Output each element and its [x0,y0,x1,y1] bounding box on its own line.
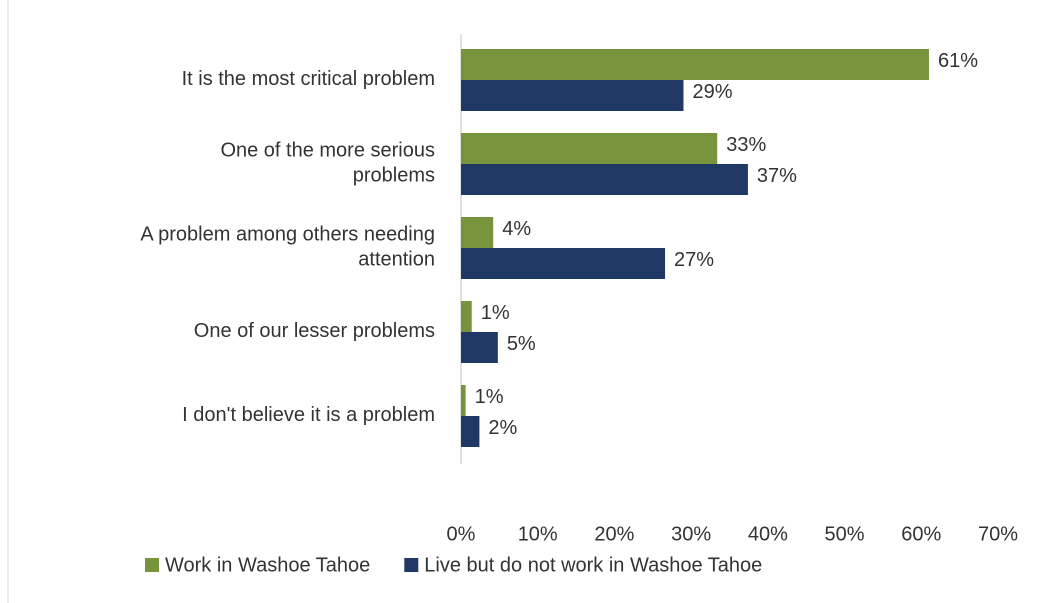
x-tick-label: 0% [447,523,476,545]
x-tick-label: 30% [671,523,711,545]
y-tick-label: One of our lesser problems [194,320,435,342]
data-label: 29% [692,81,732,103]
bar [461,49,929,80]
bar [461,301,472,332]
y-tick-label: I don't believe it is a problem [182,404,435,426]
x-tick-label: 70% [978,523,1018,545]
x-tick-label: 40% [748,523,788,545]
x-tick-label: 60% [901,523,941,545]
data-label: 2% [488,417,517,439]
bar [461,385,466,416]
data-label: 4% [502,218,531,240]
bar [461,248,666,279]
bar [461,133,718,164]
bar [461,80,684,111]
data-label: 33% [726,134,766,156]
data-label: 5% [507,333,536,355]
bar [461,332,498,363]
legend-label: Live but do not work in Washoe Tahoe [424,554,762,576]
x-tick-label: 50% [825,523,865,545]
data-label: 1% [475,386,504,408]
y-tick-label: A problem among others needing attention [140,224,435,271]
y-tick-label: It is the most critical problem [182,68,435,90]
data-label: 37% [757,165,797,187]
bar [461,164,748,195]
data-label: 27% [674,249,714,271]
data-label: 61% [938,50,978,72]
bar [461,416,480,447]
legend-swatch [404,558,419,572]
legend-label: Work in Washoe Tahoe [165,554,370,576]
y-tick-label: One of the more serious problems [220,140,435,187]
x-tick-label: 20% [594,523,634,545]
x-tick-label: 10% [518,523,558,545]
bar [461,217,494,248]
data-label: 1% [481,302,510,324]
legend-swatch [145,558,159,572]
